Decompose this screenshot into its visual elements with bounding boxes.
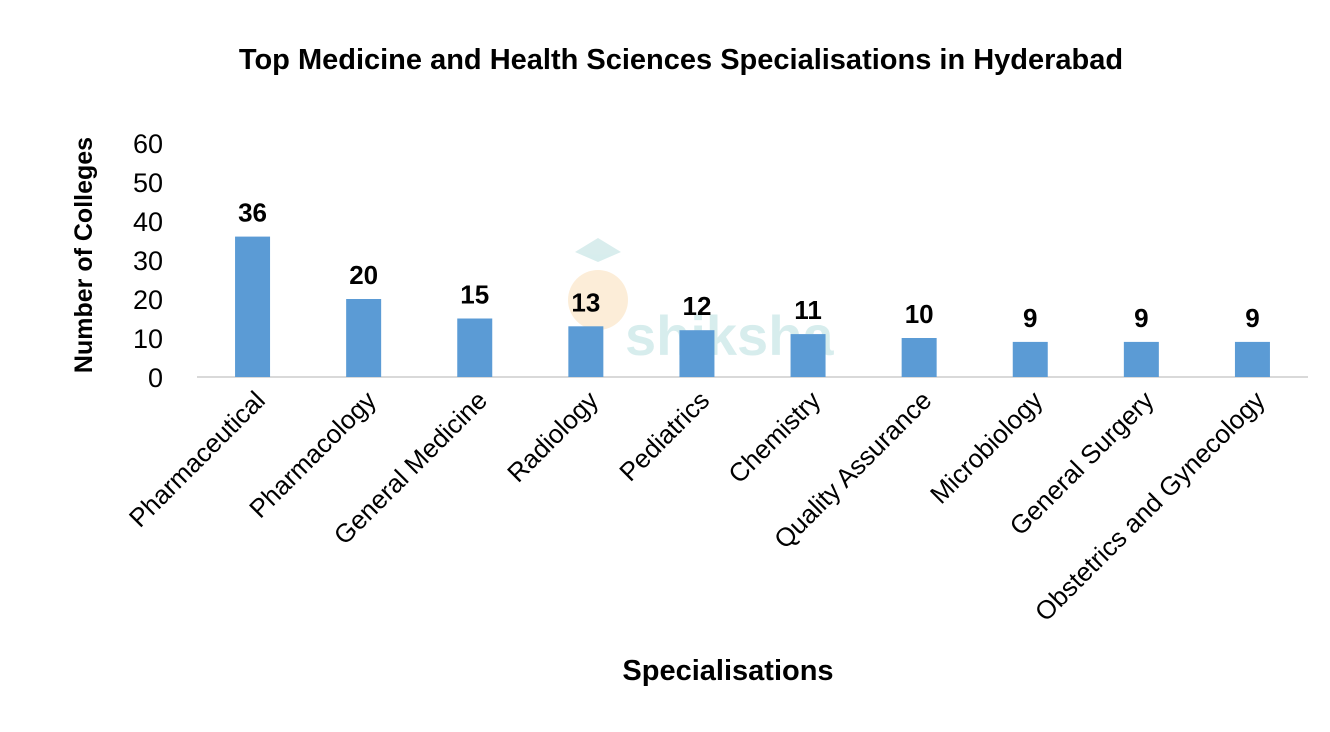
x-tick-label: Chemistry: [722, 385, 826, 489]
y-tick-label: 10: [133, 324, 163, 354]
y-tick-label: 0: [148, 363, 163, 393]
chart-title: Top Medicine and Health Sciences Special…: [239, 44, 1123, 76]
x-tick-label: Pediatrics: [613, 385, 715, 487]
y-tick-label: 40: [133, 207, 163, 237]
x-axis-label: Specialisations: [622, 655, 833, 687]
bar: [1123, 341, 1159, 377]
y-axis-label: Number of Colleges: [70, 137, 98, 373]
data-label: 9: [1245, 303, 1259, 333]
bar: [568, 326, 604, 377]
data-label: 12: [682, 291, 711, 321]
watermark-cap-icon: [575, 238, 621, 262]
bar: [1234, 341, 1270, 377]
data-label: 20: [349, 260, 378, 290]
data-label: 10: [905, 299, 934, 329]
watermark-logo-circle: [568, 270, 628, 330]
x-tick-label: Radiology: [501, 385, 604, 488]
x-tick-label: Pharmaceutical: [123, 385, 271, 533]
bar: [346, 299, 382, 377]
bar: [1012, 341, 1048, 377]
data-label: 9: [1134, 303, 1148, 333]
y-tick-label: 20: [133, 285, 163, 315]
bar: [235, 236, 271, 377]
data-label: 15: [460, 280, 489, 310]
data-label: 36: [238, 198, 267, 228]
x-tick-label: Microbiology: [924, 385, 1048, 509]
y-tick-label: 30: [133, 246, 163, 276]
bar: [790, 334, 826, 377]
bar: [901, 338, 937, 377]
y-tick-label: 50: [133, 168, 163, 198]
data-label: 11: [794, 295, 822, 325]
data-label: 9: [1023, 303, 1037, 333]
bar: [679, 330, 715, 377]
data-label: 13: [571, 287, 600, 317]
y-tick-label: 60: [133, 129, 163, 159]
bar: [457, 318, 493, 377]
x-tick-label: Obstetrics and Gynecology: [1029, 385, 1271, 627]
